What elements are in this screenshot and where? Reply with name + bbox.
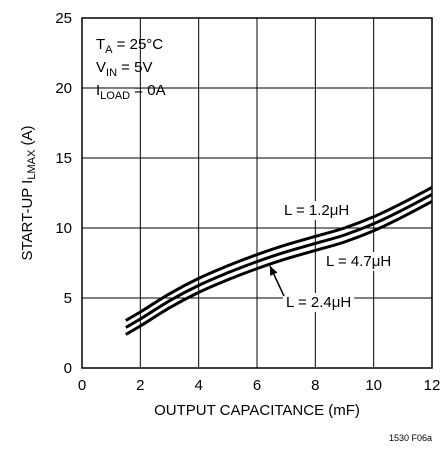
condition-load-current-value: = 0A xyxy=(130,82,165,99)
series-label-2-4uh-arrowhead xyxy=(270,266,278,276)
y-tick-label-0: 0 xyxy=(64,360,72,377)
condition-temperature-subscript: A xyxy=(105,44,113,56)
series-label-1-2uh: L = 1.2μH xyxy=(284,202,349,219)
x-tick-label-3: 6 xyxy=(253,377,261,394)
condition-input-voltage: VIN = 5V xyxy=(96,59,152,79)
y-tick-label-2: 10 xyxy=(55,220,72,237)
series-label-4-7uh: L = 4.7μH xyxy=(326,253,391,270)
y-tick-label-4: 20 xyxy=(55,80,72,97)
series-label-4-7uh-group: L = 4.7μH xyxy=(323,252,395,271)
tick-labels: 0 2 4 6 8 10 12 0 5 10 15 20 25 xyxy=(55,10,440,394)
x-tick-label-0: 0 xyxy=(78,377,86,394)
y-tick-label-3: 15 xyxy=(55,150,72,167)
figure-id: 1530 F06a xyxy=(389,433,432,443)
condition-input-voltage-value: = 5V xyxy=(117,59,152,76)
y-axis-label: START-UP ILMAX (A) xyxy=(19,126,38,261)
condition-load-current-symbol: I xyxy=(96,82,100,99)
x-tick-label-6: 12 xyxy=(424,377,441,394)
condition-temperature-symbol: T xyxy=(96,36,105,53)
condition-input-voltage-subscript: IN xyxy=(106,67,117,79)
x-tick-label-1: 2 xyxy=(136,377,144,394)
y-axis-label-subscript: LMAX xyxy=(26,149,38,180)
series-label-4-7uh-background xyxy=(323,252,395,271)
plot-frame xyxy=(81,17,433,369)
condition-load-current: ILOAD = 0A xyxy=(96,82,166,102)
grid xyxy=(82,18,432,368)
y-tick-label-5: 25 xyxy=(55,10,72,27)
x-tick-label-5: 10 xyxy=(365,377,382,394)
x-tick-label-2: 4 xyxy=(194,377,202,394)
condition-input-voltage-symbol: V xyxy=(96,59,106,76)
y-tick-label-1: 5 xyxy=(64,290,72,307)
series-curves xyxy=(125,186,433,336)
series-curve-1-2uh xyxy=(125,186,433,322)
series-label-2-4uh-group: L = 2.4μH xyxy=(283,293,355,312)
condition-temperature-value: = 25°C xyxy=(113,36,164,53)
series-label-2-4uh-background xyxy=(283,293,355,312)
series-label-1-2uh-group: L = 1.2μH xyxy=(281,201,353,220)
series-label-1-2uh-background xyxy=(281,201,353,220)
condition-temperature: TA = 25°C xyxy=(96,36,163,56)
y-axis-label-main: START-UP I xyxy=(19,180,36,261)
series-label-2-4uh: L = 2.4μH xyxy=(286,294,351,311)
y-axis-label-unit: (A) xyxy=(19,126,36,150)
series-curve-2-4uh xyxy=(125,200,433,336)
condition-load-current-subscript: LOAD xyxy=(100,90,130,102)
x-tick-label-4: 8 xyxy=(311,377,319,394)
series-curve-4-7uh xyxy=(125,193,433,329)
x-axis-label: OUTPUT CAPACITANCE (mF) xyxy=(154,402,360,419)
